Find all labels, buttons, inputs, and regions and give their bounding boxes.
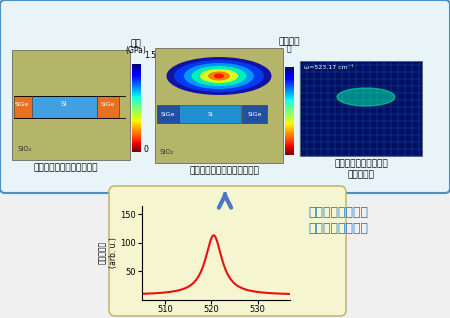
Text: 電界強度: 電界強度 — [278, 37, 300, 46]
Text: ラマンスペクトル
シミュレーション: ラマンスペクトル シミュレーション — [308, 206, 368, 235]
Text: Si: Si — [207, 112, 213, 116]
Text: SiGe: SiGe — [248, 112, 262, 116]
Text: 励起光分布シミュレーション: 励起光分布シミュレーション — [189, 166, 259, 175]
FancyBboxPatch shape — [109, 186, 346, 316]
Ellipse shape — [200, 69, 238, 83]
Text: SiO₂: SiO₂ — [160, 149, 175, 155]
Text: 大: 大 — [287, 44, 291, 53]
Text: 応力: 応力 — [130, 39, 141, 48]
Ellipse shape — [214, 73, 224, 79]
FancyBboxPatch shape — [0, 0, 450, 193]
X-axis label: ラマンシフト (cm⁻¹): ラマンシフト (cm⁻¹) — [186, 317, 246, 318]
Ellipse shape — [166, 57, 271, 95]
Y-axis label: ラマン強度
(arb. u.): ラマン強度 (arb. u.) — [98, 237, 117, 268]
Text: 0: 0 — [144, 146, 149, 155]
Text: SiGe: SiGe — [101, 101, 115, 107]
Ellipse shape — [337, 88, 395, 106]
FancyBboxPatch shape — [32, 96, 97, 118]
FancyBboxPatch shape — [14, 96, 34, 118]
Text: ラマン散乱発光シミュ
レーション: ラマン散乱発光シミュ レーション — [334, 159, 388, 179]
Text: SiGe: SiGe — [161, 112, 175, 116]
Text: (GPa): (GPa) — [126, 46, 146, 55]
Text: 1.5: 1.5 — [144, 51, 156, 59]
Ellipse shape — [208, 72, 230, 80]
Text: Si: Si — [61, 101, 67, 107]
Text: SiGe: SiGe — [15, 101, 29, 107]
FancyBboxPatch shape — [12, 50, 130, 160]
Text: 応力分布シミュレーション: 応力分布シミュレーション — [34, 163, 98, 172]
FancyBboxPatch shape — [242, 105, 267, 123]
FancyBboxPatch shape — [300, 61, 422, 156]
Ellipse shape — [192, 66, 247, 86]
Ellipse shape — [184, 63, 254, 89]
Text: SiO₂: SiO₂ — [17, 146, 32, 152]
Ellipse shape — [174, 60, 264, 92]
FancyBboxPatch shape — [179, 105, 241, 123]
FancyBboxPatch shape — [157, 105, 179, 123]
Text: 小: 小 — [287, 144, 291, 153]
FancyBboxPatch shape — [97, 96, 119, 118]
Text: ω=523.17 cm⁻¹: ω=523.17 cm⁻¹ — [304, 65, 354, 70]
FancyBboxPatch shape — [155, 48, 283, 163]
